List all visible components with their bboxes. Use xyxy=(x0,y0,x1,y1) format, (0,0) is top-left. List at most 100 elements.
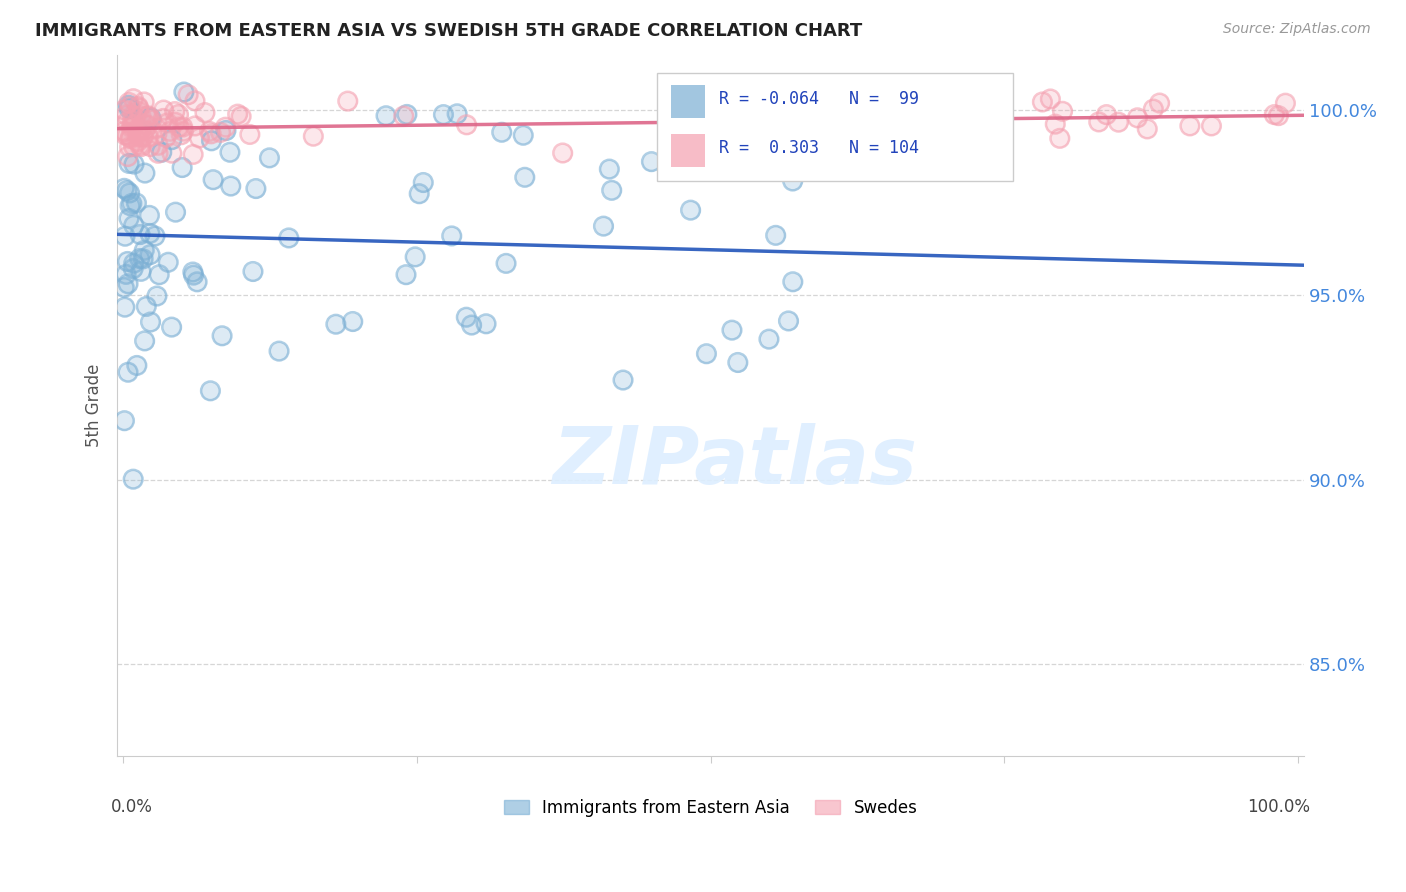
Point xyxy=(118,211,141,226)
Point xyxy=(146,127,169,141)
Point xyxy=(118,140,141,154)
Point xyxy=(135,300,157,314)
Point xyxy=(172,124,194,138)
Point xyxy=(342,314,364,328)
Point xyxy=(129,109,152,123)
Point xyxy=(277,231,299,245)
Point xyxy=(139,227,162,241)
Point xyxy=(152,103,174,117)
Point xyxy=(121,113,143,128)
Point xyxy=(118,186,141,200)
Point xyxy=(551,146,574,161)
Point xyxy=(146,146,169,161)
Point xyxy=(134,123,156,137)
Point xyxy=(124,112,146,127)
Point xyxy=(929,119,952,133)
Point xyxy=(118,101,141,115)
Text: R =  0.303   N = 104: R = 0.303 N = 104 xyxy=(718,139,920,157)
Point xyxy=(1178,119,1201,133)
Point xyxy=(231,109,253,123)
Point xyxy=(765,228,787,243)
Point xyxy=(551,146,574,161)
Point xyxy=(114,414,136,428)
Point xyxy=(598,162,620,177)
Point xyxy=(115,128,138,142)
Point xyxy=(395,107,418,121)
Point xyxy=(849,103,872,117)
Point xyxy=(181,147,204,161)
Point xyxy=(219,179,242,194)
Point xyxy=(392,109,415,123)
Point xyxy=(1045,117,1067,131)
Point xyxy=(200,134,222,148)
Point xyxy=(118,100,141,114)
Point xyxy=(139,315,162,329)
Point xyxy=(141,113,163,128)
Point xyxy=(114,229,136,244)
Point xyxy=(128,252,150,266)
Point xyxy=(139,111,162,125)
Point xyxy=(211,328,233,343)
Point xyxy=(1095,108,1118,122)
Point xyxy=(592,219,614,234)
Point xyxy=(117,277,139,291)
Point xyxy=(342,314,364,328)
Text: Source: ZipAtlas.com: Source: ZipAtlas.com xyxy=(1223,22,1371,37)
Point xyxy=(121,120,143,134)
Point xyxy=(127,128,149,142)
Point xyxy=(148,138,170,153)
Point xyxy=(600,183,623,197)
Point xyxy=(412,176,434,190)
Point xyxy=(125,359,148,373)
Point xyxy=(122,472,145,486)
Point xyxy=(245,181,267,195)
Point xyxy=(1149,96,1171,111)
Point xyxy=(1108,115,1130,129)
Point xyxy=(841,106,863,120)
Point xyxy=(302,129,325,144)
Point xyxy=(820,126,842,140)
Point xyxy=(117,254,139,268)
Point xyxy=(172,161,194,175)
Point xyxy=(1039,92,1062,106)
Point xyxy=(259,151,281,165)
Point xyxy=(117,365,139,379)
Point xyxy=(1267,109,1289,123)
Point xyxy=(118,186,141,200)
Point xyxy=(129,264,152,278)
Point xyxy=(202,172,225,186)
Point xyxy=(148,268,170,282)
Point xyxy=(786,105,808,120)
Point xyxy=(456,118,478,132)
Point xyxy=(1263,108,1285,122)
Point xyxy=(121,109,143,123)
Point xyxy=(336,94,359,108)
Point xyxy=(219,179,242,194)
Point xyxy=(122,139,145,153)
Point xyxy=(226,107,249,121)
Point xyxy=(772,119,794,133)
Point xyxy=(242,264,264,278)
Point xyxy=(129,109,152,123)
Point xyxy=(139,248,162,262)
Point xyxy=(890,112,912,126)
Point xyxy=(202,172,225,186)
Point xyxy=(460,318,482,332)
Point xyxy=(907,106,929,120)
Point xyxy=(112,124,135,138)
Point xyxy=(695,347,717,361)
Point xyxy=(446,107,468,121)
Point xyxy=(160,320,183,334)
Point xyxy=(122,261,145,276)
Point xyxy=(152,103,174,117)
FancyBboxPatch shape xyxy=(672,85,704,119)
Point xyxy=(668,125,690,139)
Point xyxy=(120,131,142,145)
Point xyxy=(115,184,138,198)
Point xyxy=(778,314,800,328)
Point xyxy=(727,355,749,369)
Point xyxy=(475,317,498,331)
Point xyxy=(138,208,160,222)
Point xyxy=(1201,119,1223,133)
Point xyxy=(112,124,135,138)
